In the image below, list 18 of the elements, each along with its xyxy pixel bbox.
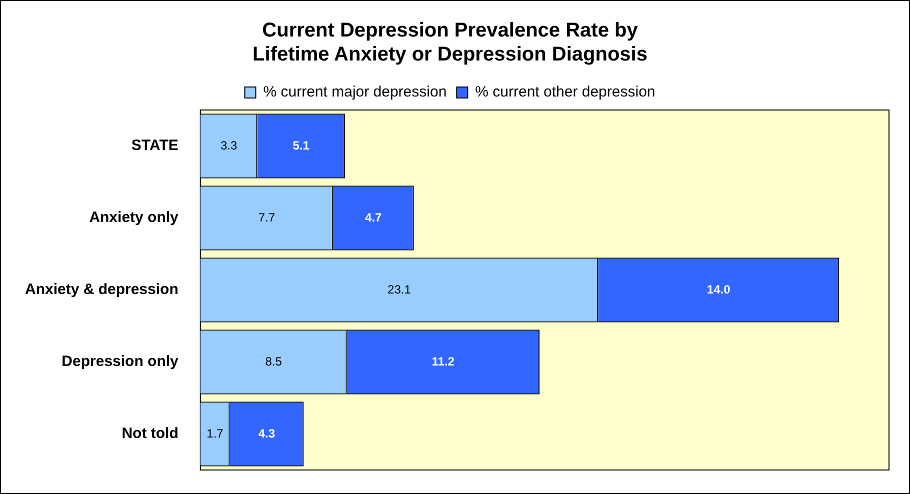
data-label: 11.2	[432, 354, 455, 368]
chart-title: Current Depression Prevalence Rate by Lifetime Anxiety or Depression Diagnosis	[252, 20, 648, 66]
data-label: 4.7	[365, 210, 382, 224]
y-tick-label: Anxiety & depression	[24, 281, 178, 298]
legend-label: % current other depression	[475, 84, 656, 101]
y-tick-label: Not told	[122, 425, 178, 442]
data-label: 23.1	[388, 282, 412, 296]
data-label: 8.5	[265, 354, 282, 368]
data-label: 1.7	[206, 426, 224, 440]
data-label: 3.3	[220, 138, 238, 152]
data-label: 7.7	[258, 210, 276, 224]
legend-label: % current major depression	[263, 84, 447, 101]
data-label: 4.3	[258, 426, 276, 440]
data-label: 5.1	[292, 138, 310, 152]
data-label: 14.0	[706, 282, 731, 296]
y-tick-label: Anxiety only	[89, 209, 180, 226]
y-tick-label: Depression only	[62, 353, 180, 370]
y-tick-label: STATE	[131, 137, 178, 154]
